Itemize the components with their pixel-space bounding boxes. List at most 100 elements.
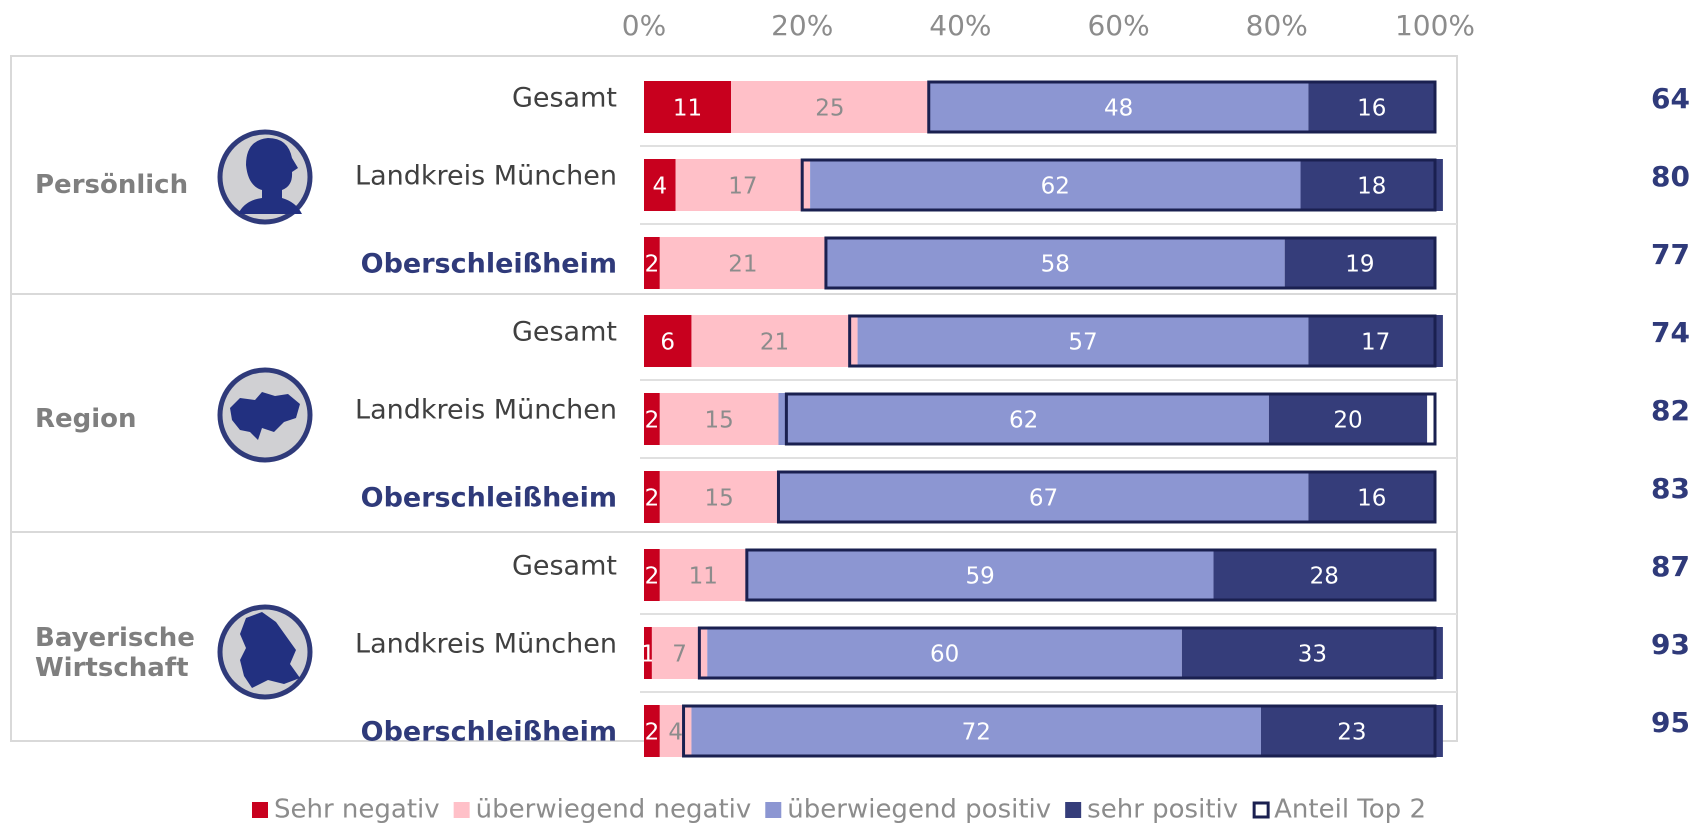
bar-segment <box>825 237 1285 289</box>
legend-swatch <box>1065 802 1082 818</box>
value-label: 16 <box>1357 96 1386 122</box>
bar-segment <box>707 627 1182 679</box>
bar-segment <box>644 393 660 445</box>
bar-segment <box>1260 705 1443 757</box>
value-label: 6 <box>660 330 675 356</box>
legend-label: Sehr negativ <box>274 795 440 824</box>
bar-segment <box>746 549 1214 601</box>
value-label: 21 <box>760 330 789 356</box>
value-label: 19 <box>1345 252 1374 278</box>
top2-outline <box>848 314 1437 368</box>
top2-outline <box>745 548 1437 602</box>
value-label: 21 <box>728 252 757 278</box>
legend: Sehr negativ überwiegend negativ überwiege… <box>252 795 1426 824</box>
top2-label: 95 <box>1651 706 1690 739</box>
category-label: Gesamt <box>512 551 617 582</box>
value-label: 2 <box>645 564 660 590</box>
bar-segment <box>1284 237 1435 289</box>
value-label: 57 <box>1068 330 1097 356</box>
icon-person <box>217 129 313 225</box>
group-label: Region <box>35 404 137 434</box>
legend-swatch <box>252 802 268 818</box>
top2-outline <box>824 236 1437 290</box>
category-label: Landkreis München <box>355 395 617 426</box>
value-label: 17 <box>728 174 757 200</box>
bar-segment <box>644 705 660 757</box>
bar-segment <box>857 315 1309 367</box>
value-label: 16 <box>1357 486 1386 512</box>
category-label: Oberschleißheim <box>361 483 617 514</box>
legend-swatch <box>453 802 470 818</box>
x-tick-label: 20% <box>771 9 833 42</box>
bar-segment <box>1308 471 1435 523</box>
value-label: 7 <box>672 642 687 668</box>
top2-outline <box>800 158 1437 212</box>
bar-segment <box>644 549 660 601</box>
category-label: Oberschleißheim <box>361 249 617 280</box>
legend-label: Anteil Top 2 <box>1274 795 1426 824</box>
bar-segment <box>644 237 660 289</box>
legend-label: überwiegend negativ <box>476 795 752 824</box>
icon-region <box>217 367 313 463</box>
value-label: 4 <box>668 720 683 746</box>
bar-segment <box>778 471 1309 523</box>
x-tick-label: 80% <box>1246 9 1308 42</box>
bar-segment <box>1308 315 1443 367</box>
top2-outline <box>682 704 1437 758</box>
value-label: 58 <box>1041 252 1070 278</box>
group-label: Persönlich <box>35 170 189 200</box>
bar-segment <box>810 159 1301 211</box>
bar-segment <box>644 315 692 367</box>
top2-label: 80 <box>1651 160 1690 193</box>
value-label: 2 <box>645 408 660 434</box>
value-label: 11 <box>689 564 718 590</box>
top2-outline <box>776 470 1437 524</box>
legend-swatch <box>765 802 782 818</box>
top2-label: 77 <box>1651 238 1690 271</box>
x-tick-label: 0% <box>622 9 666 42</box>
x-tick-label: 100% <box>1395 9 1475 42</box>
value-label: 17 <box>1361 330 1390 356</box>
value-label: 1 <box>641 642 656 668</box>
value-label: 25 <box>815 96 844 122</box>
bar-segment <box>1213 549 1435 601</box>
value-label: 33 <box>1298 642 1327 668</box>
bar-segment <box>1308 81 1435 133</box>
bar-segment <box>691 705 1261 757</box>
top2-label: 87 <box>1651 550 1690 583</box>
bar-segment <box>659 393 779 445</box>
bar-segment <box>644 627 652 679</box>
bar-segment <box>1181 627 1443 679</box>
top2-label: 74 <box>1651 316 1690 349</box>
top2-outline <box>784 392 1437 446</box>
x-tick-label: 40% <box>929 9 991 42</box>
value-label: 4 <box>652 174 667 200</box>
bar-segment <box>659 705 692 757</box>
value-label: 2 <box>645 486 660 512</box>
value-label: 23 <box>1337 720 1366 746</box>
bar-segment <box>1300 159 1443 211</box>
value-label: 67 <box>1029 486 1058 512</box>
category-label: Gesamt <box>512 83 617 114</box>
value-label: 15 <box>705 486 734 512</box>
value-label: 72 <box>962 720 991 746</box>
value-label: 62 <box>1009 408 1038 434</box>
top2-label: 93 <box>1651 628 1690 661</box>
value-label: 15 <box>705 408 734 434</box>
value-label: 62 <box>1041 174 1070 200</box>
top2-outline <box>697 626 1437 680</box>
legend-label: sehr positiv <box>1087 795 1238 824</box>
category-label: Gesamt <box>512 317 617 348</box>
value-label: 18 <box>1357 174 1386 200</box>
group-label: Bayerische Wirtschaft <box>35 623 195 683</box>
icon-bavaria <box>217 604 313 700</box>
legend-swatch <box>1252 801 1270 819</box>
bar-segment <box>659 237 826 289</box>
bar-segment <box>1268 393 1428 445</box>
value-label: 2 <box>645 252 660 278</box>
top2-label: 83 <box>1651 472 1690 505</box>
top2-label: 82 <box>1651 394 1690 427</box>
value-label: 20 <box>1333 408 1362 434</box>
